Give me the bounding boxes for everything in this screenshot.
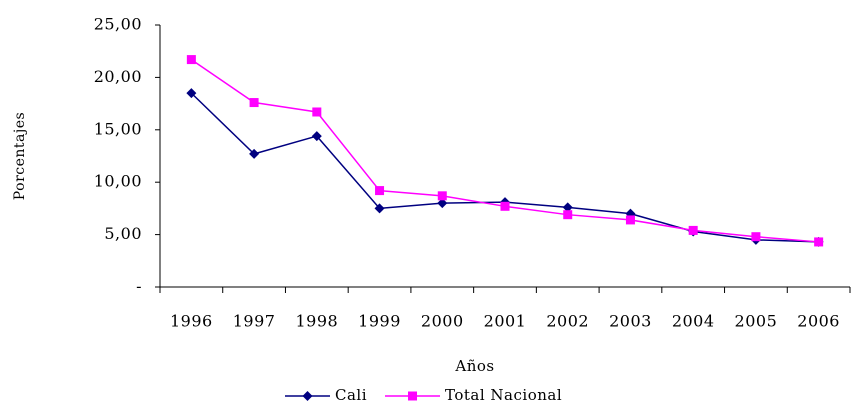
y-tick-label: 5,00 [104,224,142,243]
marker [375,186,385,196]
legend-label: Cali [335,386,367,403]
marker [688,225,698,235]
x-tick-label: 1999 [358,312,401,331]
legend-label: Total Nacional [445,386,562,403]
marker [562,202,573,213]
marker [186,88,197,99]
marker [437,191,447,201]
marker [374,203,385,214]
y-tick-label: 10,00 [94,172,142,191]
marker [249,98,259,108]
legend-marker [408,391,418,401]
marker [751,232,761,242]
x-tick-label: 2005 [735,312,778,331]
x-tick-label: 1996 [170,312,213,331]
series-line [190,58,819,243]
x-tick-label: 2003 [609,312,652,331]
marker [437,198,448,209]
x-tick-label: 2000 [421,312,464,331]
legend-marker [302,391,313,401]
y-tick-label: - [136,277,142,296]
x-tick-label: 2001 [484,312,527,331]
y-axis-title: Porcentajes [12,112,28,200]
marker [312,107,322,117]
series-line [190,92,819,243]
marker [500,201,510,211]
x-tick-label: 2006 [797,312,840,331]
x-tick-label: 1997 [233,312,276,331]
marker [186,55,196,65]
marker [563,210,573,220]
marker [311,131,322,142]
x-axis-title: Años [454,357,494,375]
x-tick-label: 2004 [672,312,715,331]
marker [249,148,260,159]
y-tick-label: 20,00 [94,67,142,86]
x-tick-label: 2002 [546,312,589,331]
marker [814,237,824,247]
x-tick-label: 1998 [295,312,338,331]
y-tick-label: 25,00 [94,15,142,34]
marker [625,215,635,225]
y-tick-label: 15,00 [94,119,142,138]
